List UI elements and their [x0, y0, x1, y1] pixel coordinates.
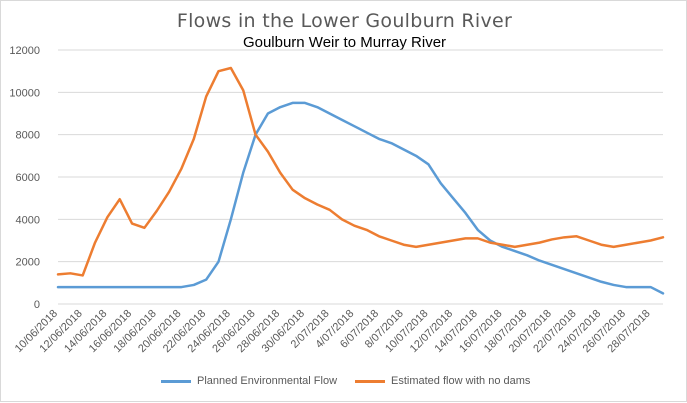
- y-tick-label: 12000: [9, 45, 40, 57]
- y-tick-label: 2000: [16, 257, 40, 269]
- legend-swatch-planned-environmental-flow: [161, 379, 191, 383]
- y-tick-label: 10000: [9, 87, 40, 99]
- y-tick-label: 6000: [16, 172, 40, 184]
- legend-label-estimated-flow-no-dams: Estimated flow with no dams: [391, 375, 531, 387]
- series-lines: [56, 66, 665, 295]
- chart-title: Flows in the Lower Goulburn River: [176, 10, 513, 32]
- series-line-planned-environmental-flow: [56, 101, 665, 295]
- chart-legend: Planned Environmental Flow Estimated flo…: [1, 375, 687, 393]
- y-axis-tick-labels: 0 2000 4000 6000 8000 10000 12000: [9, 45, 40, 311]
- legend-swatch-estimated-flow-no-dams: [355, 379, 385, 383]
- chart-subtitle: Goulburn Weir to Murray River: [242, 34, 447, 51]
- legend-item-estimated-flow-no-dams: Estimated flow with no dams: [355, 375, 530, 387]
- legend-item-planned-environmental-flow: Planned Environmental Flow: [161, 375, 337, 387]
- gridlines: [58, 49, 663, 305]
- y-tick-label: 8000: [16, 130, 40, 142]
- y-tick-label: 0: [34, 299, 40, 311]
- y-tick-label: 4000: [16, 214, 40, 226]
- series-line-estimated-flow-no-dams: [56, 66, 665, 277]
- x-axis-tick-labels: 10/06/201812/06/201814/06/201816/06/2018…: [13, 308, 653, 355]
- legend-label-planned-environmental-flow: Planned Environmental Flow: [197, 375, 338, 387]
